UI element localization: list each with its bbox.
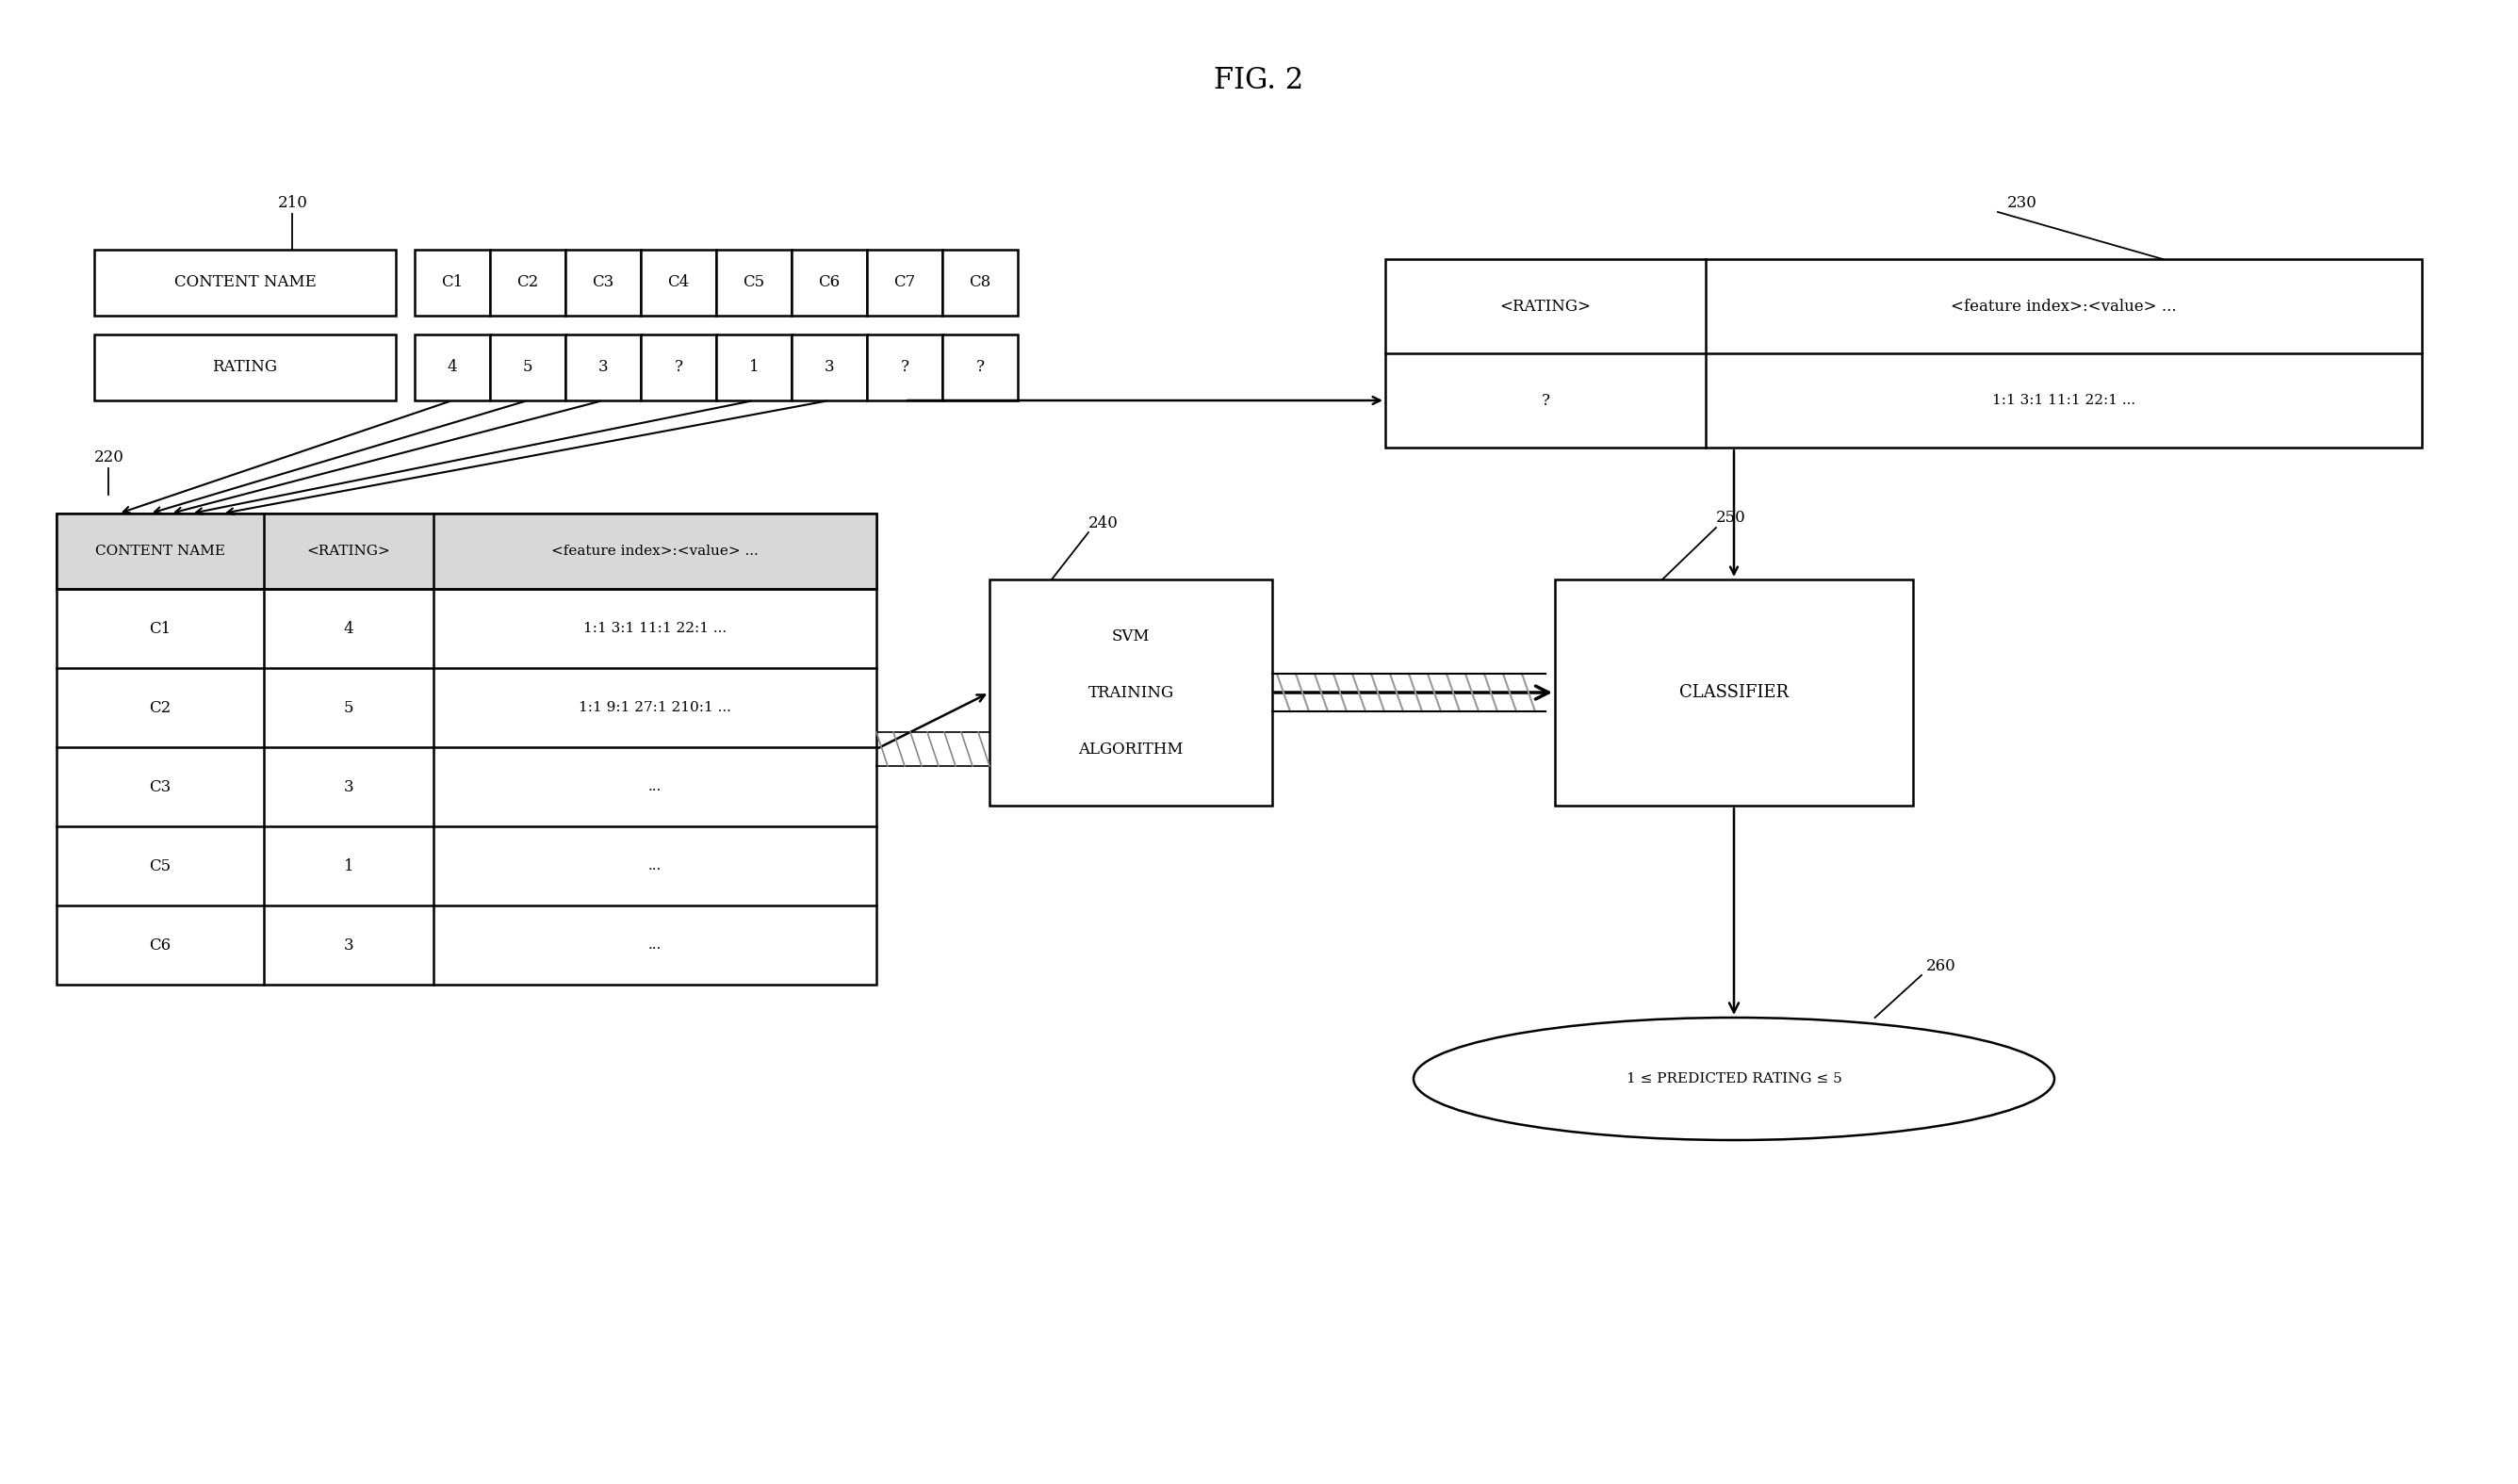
Text: C3: C3 [149, 779, 171, 795]
Text: CONTENT NAME: CONTENT NAME [174, 275, 317, 291]
Text: CONTENT NAME: CONTENT NAME [96, 545, 224, 558]
Bar [415, 249, 491, 316]
Bar [942, 249, 1017, 316]
Text: <RATING>: <RATING> [307, 545, 390, 558]
Text: 5: 5 [524, 359, 534, 375]
Bar [942, 334, 1017, 401]
Text: ?: ? [675, 359, 682, 375]
Text: ALGORITHM: ALGORITHM [1078, 741, 1183, 757]
Bar [791, 334, 866, 401]
Text: ...: ... [647, 938, 662, 951]
Text: <RATING>: <RATING> [1501, 298, 1591, 315]
Text: 230: 230 [2007, 194, 2037, 211]
Ellipse shape [1413, 1018, 2055, 1140]
Text: 3: 3 [342, 936, 353, 953]
Text: C6: C6 [149, 936, 171, 953]
Text: ...: ... [647, 781, 662, 794]
Text: 1:1 3:1 11:1 22:1 ...: 1:1 3:1 11:1 22:1 ... [1992, 393, 2135, 407]
Text: ?: ? [977, 359, 985, 375]
Text: C1: C1 [441, 275, 463, 291]
Bar [567, 334, 640, 401]
Text: C2: C2 [149, 699, 171, 715]
Bar [55, 513, 876, 589]
Text: 3: 3 [599, 359, 609, 375]
Text: 210: 210 [277, 194, 307, 211]
Text: 240: 240 [1088, 515, 1118, 531]
Text: 250: 250 [1717, 510, 1745, 527]
Text: 220: 220 [93, 450, 123, 464]
Text: 4: 4 [448, 359, 458, 375]
Text: C1: C1 [149, 620, 171, 637]
Bar [791, 249, 866, 316]
Text: ...: ... [647, 859, 662, 873]
Text: RATING: RATING [212, 359, 277, 375]
Text: <feature index>:<value> ...: <feature index>:<value> ... [1951, 298, 2176, 315]
Text: ?: ? [901, 359, 909, 375]
Text: 1: 1 [748, 359, 758, 375]
Text: 260: 260 [1926, 957, 1956, 974]
Text: C3: C3 [592, 275, 614, 291]
Bar [866, 334, 942, 401]
Bar [415, 334, 491, 401]
Bar [640, 249, 715, 316]
Text: 1:1 9:1 27:1 210:1 ...: 1:1 9:1 27:1 210:1 ... [579, 700, 730, 714]
Bar [93, 334, 395, 401]
Text: 5: 5 [345, 699, 353, 715]
Text: C5: C5 [149, 858, 171, 874]
Text: C7: C7 [894, 275, 917, 291]
Text: C4: C4 [667, 275, 690, 291]
Bar [715, 334, 791, 401]
Bar [567, 249, 640, 316]
Bar [491, 334, 567, 401]
Bar [640, 334, 715, 401]
Text: <feature index>:<value> ...: <feature index>:<value> ... [551, 545, 758, 558]
Bar [990, 579, 1272, 806]
Text: C5: C5 [743, 275, 765, 291]
Text: 1: 1 [342, 858, 353, 874]
Text: C8: C8 [969, 275, 992, 291]
Bar [715, 249, 791, 316]
Text: TRAINING: TRAINING [1088, 684, 1173, 700]
Bar [491, 249, 567, 316]
Text: SVM: SVM [1113, 628, 1151, 644]
Bar [1385, 260, 2422, 448]
Text: FIG. 2: FIG. 2 [1214, 65, 1304, 95]
Text: C6: C6 [818, 275, 841, 291]
Text: 1 ≤ PREDICTED RATING ≤ 5: 1 ≤ PREDICTED RATING ≤ 5 [1627, 1073, 1841, 1085]
Text: 1:1 3:1 11:1 22:1 ...: 1:1 3:1 11:1 22:1 ... [584, 622, 728, 635]
Bar [55, 513, 876, 984]
Text: 3: 3 [342, 779, 353, 795]
Bar [866, 249, 942, 316]
Text: 4: 4 [342, 620, 353, 637]
Bar [1556, 579, 1914, 806]
Text: C2: C2 [516, 275, 539, 291]
Text: CLASSIFIER: CLASSIFIER [1680, 684, 1788, 700]
Bar [93, 249, 395, 316]
Text: ?: ? [1541, 392, 1549, 408]
Text: 3: 3 [823, 359, 833, 375]
